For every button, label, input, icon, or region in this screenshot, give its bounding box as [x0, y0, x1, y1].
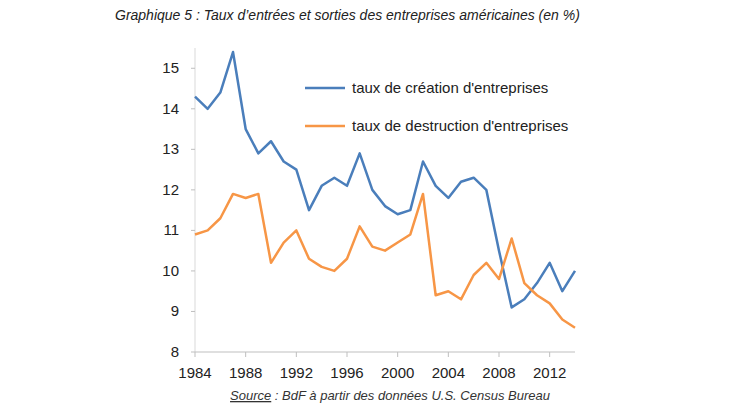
legend-label: taux de destruction d'entreprises: [352, 117, 568, 134]
source-text: : BdF à partir des données U.S. Census B…: [271, 388, 550, 403]
x-tick-label: 1996: [330, 364, 363, 381]
x-tick-label: 2008: [482, 364, 515, 381]
x-axis-line: [195, 352, 575, 353]
y-tick-label: 15: [162, 59, 179, 76]
title: Graphique 5 : Taux d’entrées et sorties …: [115, 7, 580, 23]
x-tick: [499, 352, 500, 357]
legend-label: taux de création d'entreprises: [352, 79, 548, 96]
y-tick-label: 11: [163, 221, 179, 238]
legend-swatch: [305, 87, 345, 90]
x-tick-label: 2004: [432, 364, 465, 381]
x-tick: [397, 352, 398, 357]
y-axis-line: [195, 48, 196, 352]
x-tick: [296, 352, 297, 357]
x-tick-label: 1988: [229, 364, 262, 381]
y-tick-label: 10: [162, 262, 179, 279]
y-tick-label: 14: [162, 100, 179, 117]
series-line: [195, 52, 575, 307]
y-tick-label: 9: [171, 302, 179, 319]
y-tick: [191, 270, 195, 271]
y-tick: [191, 189, 195, 190]
series-line: [195, 194, 575, 328]
y-tick: [191, 108, 195, 109]
x-tick: [245, 352, 246, 357]
y-tick: [191, 311, 195, 312]
y-tick-label: 12: [162, 181, 179, 198]
x-tick-label: 2000: [381, 364, 414, 381]
x-tick-label: 1992: [280, 364, 313, 381]
source-label: Source: [230, 388, 271, 403]
y-tick: [191, 149, 195, 150]
x-tick-label: 1984: [178, 364, 211, 381]
y-tick-label: 8: [171, 343, 179, 360]
x-tick: [347, 352, 348, 357]
x-tick: [448, 352, 449, 357]
plot-area: [195, 52, 575, 328]
source: Source : BdF à partir des données U.S. C…: [230, 388, 550, 403]
legend-swatch: [305, 125, 345, 128]
y-tick: [191, 68, 195, 69]
y-tick: [191, 230, 195, 231]
y-tick-label: 13: [162, 140, 179, 157]
y-tick: [191, 352, 195, 353]
x-tick: [195, 352, 196, 357]
x-tick-label: 2012: [533, 364, 566, 381]
chart: Graphique 5 : Taux d’entrées et sorties …: [0, 0, 730, 410]
x-tick: [549, 352, 550, 357]
